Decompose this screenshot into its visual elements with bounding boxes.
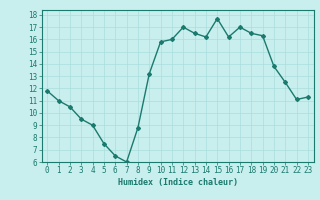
X-axis label: Humidex (Indice chaleur): Humidex (Indice chaleur): [118, 178, 237, 187]
